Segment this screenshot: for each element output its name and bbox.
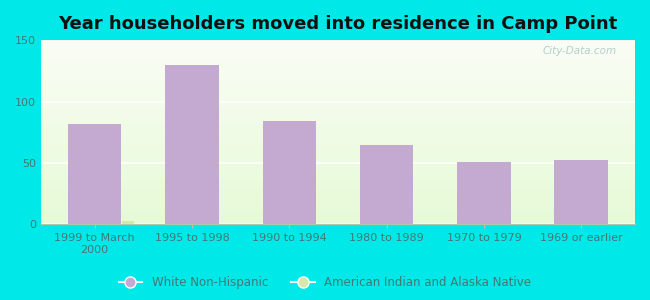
Bar [41, 222, 635, 224]
Bar [41, 174, 635, 176]
Bar [41, 176, 635, 178]
Bar [41, 49, 635, 52]
Bar [41, 181, 635, 183]
Bar [41, 171, 635, 174]
Bar [41, 58, 635, 61]
Bar [41, 211, 635, 213]
Bar [41, 121, 635, 123]
Bar [41, 63, 635, 65]
Bar [41, 72, 635, 75]
Bar [41, 204, 635, 206]
Bar [41, 169, 635, 171]
Bar [41, 153, 635, 155]
Bar [41, 61, 635, 63]
Bar [41, 134, 635, 137]
Bar [41, 88, 635, 91]
Bar [41, 155, 635, 158]
Bar [41, 137, 635, 139]
Bar [41, 42, 635, 45]
Bar [41, 75, 635, 77]
Bar [41, 118, 635, 121]
Bar [41, 192, 635, 194]
Bar [68, 124, 122, 224]
Bar [41, 70, 635, 72]
Bar [41, 123, 635, 125]
Bar [41, 98, 635, 100]
Bar [41, 93, 635, 95]
Bar [41, 107, 635, 109]
Bar [41, 167, 635, 169]
Bar [165, 65, 218, 224]
Bar [41, 146, 635, 148]
Bar [41, 218, 635, 220]
Bar [122, 221, 134, 224]
Bar [41, 199, 635, 201]
Bar [41, 206, 635, 208]
Bar [41, 178, 635, 181]
Bar [41, 162, 635, 164]
Bar [41, 91, 635, 93]
Bar [41, 45, 635, 47]
Bar [41, 190, 635, 192]
Bar [41, 68, 635, 70]
Bar [41, 105, 635, 107]
Bar [41, 164, 635, 167]
Bar [41, 77, 635, 79]
Bar [41, 116, 635, 119]
Bar [41, 100, 635, 102]
Bar [41, 112, 635, 114]
Bar [360, 145, 413, 224]
Bar [41, 160, 635, 162]
Bar [457, 162, 511, 224]
Bar [41, 183, 635, 185]
Bar [41, 114, 635, 116]
Bar [41, 158, 635, 160]
Bar [41, 102, 635, 105]
Bar [41, 194, 635, 197]
Bar [41, 151, 635, 153]
Bar [41, 82, 635, 84]
Bar [263, 121, 316, 224]
Bar [41, 109, 635, 112]
Bar [41, 125, 635, 128]
Bar [41, 130, 635, 132]
Bar [41, 139, 635, 142]
Bar [41, 47, 635, 49]
Title: Year householders moved into residence in Camp Point: Year householders moved into residence i… [58, 15, 618, 33]
Bar [41, 188, 635, 190]
Bar [41, 52, 635, 54]
Legend: White Non-Hispanic, American Indian and Alaska Native: White Non-Hispanic, American Indian and … [114, 272, 536, 294]
Bar [41, 215, 635, 218]
Bar [41, 79, 635, 82]
Bar [41, 54, 635, 56]
Bar [41, 86, 635, 88]
Bar [41, 208, 635, 211]
Bar [41, 144, 635, 146]
Bar [41, 95, 635, 98]
Bar [41, 40, 635, 42]
Bar [41, 128, 635, 130]
Bar [41, 84, 635, 86]
Bar [41, 148, 635, 151]
Bar [41, 56, 635, 58]
Bar [41, 220, 635, 222]
Bar [41, 142, 635, 144]
Bar [41, 197, 635, 199]
Bar [554, 160, 608, 224]
Bar [41, 201, 635, 204]
Text: City-Data.com: City-Data.com [543, 46, 618, 56]
Bar [41, 132, 635, 134]
Bar [41, 185, 635, 188]
Bar [41, 65, 635, 68]
Bar [41, 213, 635, 215]
